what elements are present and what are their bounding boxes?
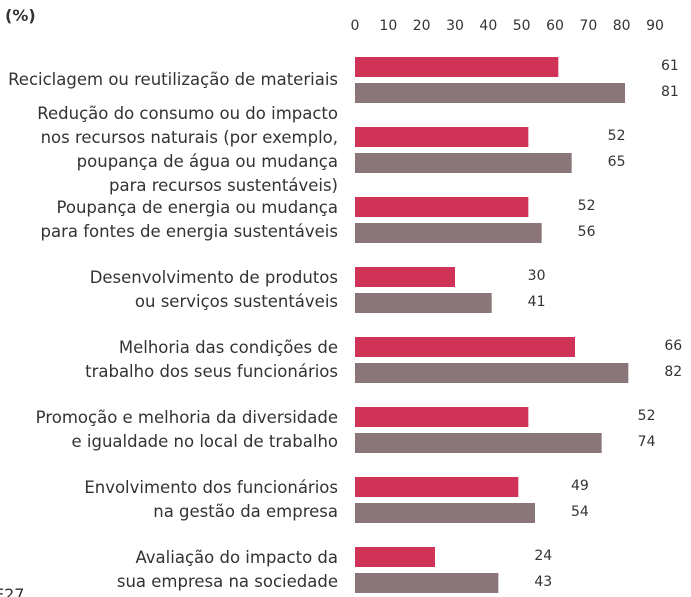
unit-label: (%) [5,6,36,25]
value-label: 30 [528,268,546,284]
bar [355,223,542,243]
value-label: 54 [571,504,589,520]
x-tick-label: 80 [613,18,631,34]
x-tick-label: 0 [351,18,360,34]
bar [355,293,492,313]
x-tick-label: 90 [646,18,664,34]
value-label: 61 [661,58,679,74]
value-label: 66 [664,338,682,354]
category-label: Redução do consumo ou do impacto nos rec… [37,104,338,195]
bar [355,83,625,103]
bar [355,57,559,77]
value-label: 24 [534,548,552,564]
bar [355,197,529,217]
category-label: Poupança de energia ou mudança para font… [40,198,339,241]
annotation: E27 [0,585,25,597]
bar [355,267,455,287]
category-label: Promoção e melhoria da diversidade e igu… [35,408,338,451]
x-tick-label: 50 [513,18,531,34]
bar [355,547,435,567]
bar [355,127,529,147]
bar [355,337,575,357]
bar [355,363,629,383]
value-label: 52 [608,128,626,144]
category-label: Envolvimento dos funcionários na gestão … [84,478,338,521]
value-label: 65 [608,154,626,170]
value-label: 49 [571,478,589,494]
value-label: 81 [661,84,679,100]
category-label: Avaliação do impacto da sua empresa na s… [116,548,338,591]
value-label: 43 [534,574,552,590]
category-label: Melhoria das condições de trabalho dos s… [85,338,338,381]
value-label: 52 [578,198,596,214]
category-label: Reciclagem ou reutilização de materiais [8,70,338,89]
value-label: 56 [578,224,596,240]
x-tick-label: 40 [479,18,497,34]
bar [355,407,529,427]
value-label: 74 [638,434,656,450]
value-label: 41 [528,294,546,310]
x-tick-label: 30 [446,18,464,34]
bar [355,153,572,173]
x-tick-label: 20 [413,18,431,34]
x-tick-label: 70 [579,18,597,34]
bar [355,503,535,523]
value-label: 82 [664,364,682,380]
value-label: 52 [638,408,656,424]
x-tick-label: 60 [546,18,564,34]
bar [355,573,499,593]
x-tick-label: 10 [379,18,397,34]
category-label: Desenvolvimento de produtos ou serviços … [89,268,338,311]
bar [355,477,519,497]
bar [355,433,602,453]
